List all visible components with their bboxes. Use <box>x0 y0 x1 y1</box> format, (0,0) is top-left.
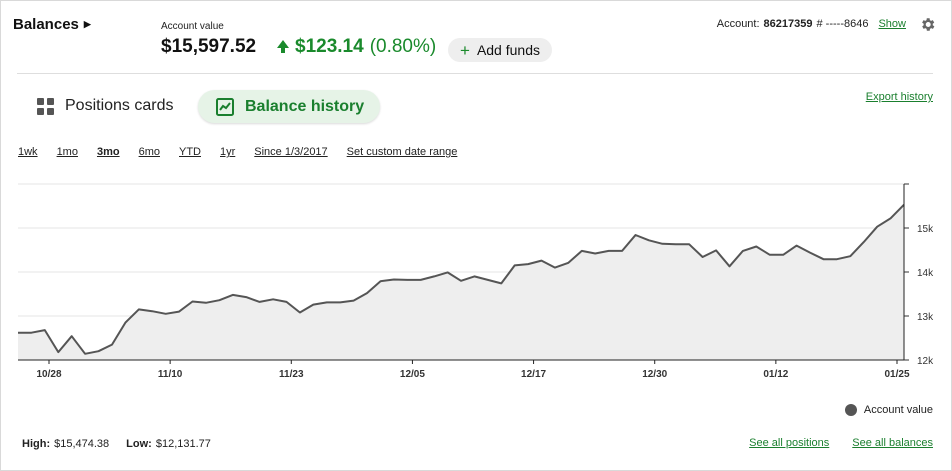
series-area <box>18 204 904 360</box>
balances-title-text: Balances <box>13 16 79 33</box>
day-change: $123.14 (0.80%) <box>277 36 436 58</box>
high-label: High: <box>22 438 51 450</box>
balance-history-chart[interactable]: 12k 13k 14k 15k 10/28 11/10 11/23 12/05 12/17 12/… <box>1 171 952 391</box>
x-tick-label: 11/10 <box>158 369 183 380</box>
x-tick-label: 12/17 <box>521 369 546 380</box>
range-1mo[interactable]: 1mo <box>56 146 78 158</box>
x-tick-label: 12/30 <box>642 369 667 380</box>
gear-icon[interactable] <box>919 16 936 33</box>
low-value: $12,131.77 <box>155 438 211 450</box>
tab-balance-history[interactable]: Balance history <box>198 90 381 123</box>
arrow-up-icon <box>277 40 289 53</box>
range-custom[interactable]: Set custom date range <box>346 146 458 158</box>
range-since-2017[interactable]: Since 1/3/2017 <box>254 146 328 158</box>
low-label: Low: <box>126 438 152 450</box>
tab-positions-cards-label: Positions cards <box>65 97 174 114</box>
plus-icon: + <box>460 40 470 60</box>
footer-links: See all positions See all balances <box>749 437 933 449</box>
see-all-balances-link[interactable]: See all balances <box>852 437 933 449</box>
grid-icon <box>37 97 54 115</box>
tab-positions-cards[interactable]: Positions cards <box>37 97 174 115</box>
export-history-link[interactable]: Export history <box>865 91 933 103</box>
date-range-selector: 1wk 1mo 3mo 6mo YTD 1yr Since 1/3/2017 S… <box>18 146 476 158</box>
account-masked: # -----8646 <box>816 18 869 30</box>
account-label: Account: <box>716 18 760 30</box>
account-value: $15,597.52 <box>161 36 257 57</box>
y-tick-label: 15k <box>917 224 934 235</box>
legend-label: Account value <box>863 404 933 416</box>
range-3mo[interactable]: 3mo <box>96 146 120 158</box>
high-value: $15,474.38 <box>54 438 110 450</box>
high-low-summary: High: $15,474.38 Low: $12,131.77 <box>22 438 211 450</box>
y-tick-label: 14k <box>917 268 934 279</box>
see-all-positions-link[interactable]: See all positions <box>749 437 830 449</box>
account-info: Account: 86217359 # -----8646 Show <box>717 18 906 30</box>
range-1wk[interactable]: 1wk <box>18 146 38 158</box>
x-tick-label: 01/12 <box>763 369 788 380</box>
range-1yr[interactable]: 1yr <box>220 146 236 158</box>
x-tick-label: 11/23 <box>279 369 304 380</box>
x-tick-label: 10/28 <box>36 369 61 380</box>
y-tick-label: 13k <box>917 312 934 323</box>
x-tick-label: 01/25 <box>884 369 909 380</box>
add-funds-button[interactable]: + Add funds <box>448 38 552 62</box>
legend-swatch <box>844 404 857 416</box>
account-value-label: Account value <box>161 21 224 32</box>
show-account-link[interactable]: Show <box>878 18 906 30</box>
x-tick-label: 12/05 <box>400 369 425 380</box>
change-percent: (0.80%) <box>369 36 437 57</box>
change-amount: $123.14 <box>295 36 364 57</box>
account-number: 86217359 <box>763 18 813 30</box>
series-line <box>18 203 905 355</box>
tab-balance-history-label: Balance history <box>245 97 365 115</box>
range-ytd[interactable]: YTD <box>179 146 201 158</box>
chart-legend: Account value <box>844 404 933 416</box>
balances-title[interactable]: Balances ▶ <box>13 16 91 33</box>
y-tick-label: 12k <box>917 356 934 367</box>
header-divider <box>17 73 933 74</box>
range-6mo[interactable]: 6mo <box>138 146 160 158</box>
caret-right-icon: ▶ <box>83 19 91 29</box>
add-funds-label: Add funds <box>476 42 540 58</box>
line-chart-icon <box>216 97 234 116</box>
